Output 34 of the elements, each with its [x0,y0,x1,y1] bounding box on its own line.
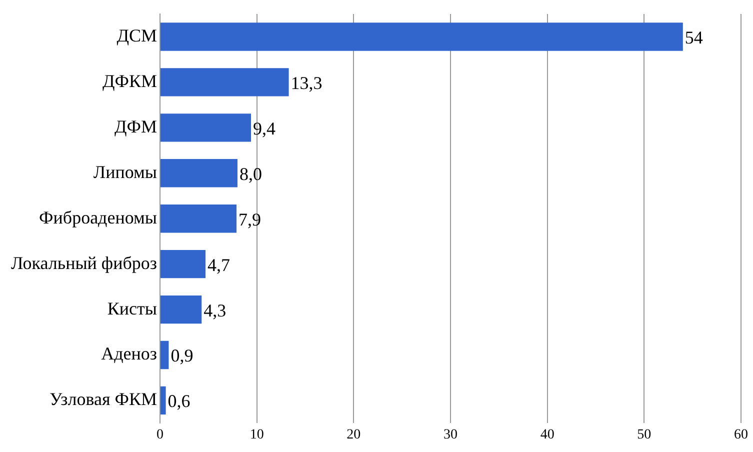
y-tick-label: Локальный фиброз [10,252,157,273]
data-label: 54 [684,27,703,48]
data-label: 4,3 [204,300,226,320]
x-tick-label: 20 [346,427,361,442]
bar [160,22,683,51]
data-label: 0,6 [168,391,190,412]
x-tick-label: 10 [250,427,264,442]
bar [160,340,169,370]
data-label: 9,4 [253,118,276,138]
data-label: 7,9 [238,209,261,230]
x-tick-label: 0 [156,427,164,442]
y-tick-label: Аденоз [101,344,157,364]
y-tick-label: Фиброаденомы [39,207,157,228]
x-tick-label: 50 [637,427,652,442]
x-tick-label: 30 [444,427,458,442]
bar [160,386,166,415]
y-tick-label: ДФМ [114,116,157,136]
bar [160,159,238,188]
y-tick-label: ДСМ [116,25,157,46]
data-label: 4,7 [208,254,230,275]
y-tick-label: Кисты [107,298,157,318]
y-tick-label: Узловая ФКМ [49,389,157,410]
bar [160,250,206,278]
y-tick-label: ДФКМ [102,70,157,91]
bar [160,68,289,96]
x-tick-label: 40 [540,427,554,442]
y-tick-label: Липомы [93,162,157,182]
data-label: 8,0 [239,164,262,184]
data-label: 13,3 [290,72,322,93]
x-tick-label: 60 [734,427,748,442]
bar [160,295,202,324]
bar [160,114,252,142]
bar [160,204,236,233]
data-label: 0,9 [170,346,194,366]
